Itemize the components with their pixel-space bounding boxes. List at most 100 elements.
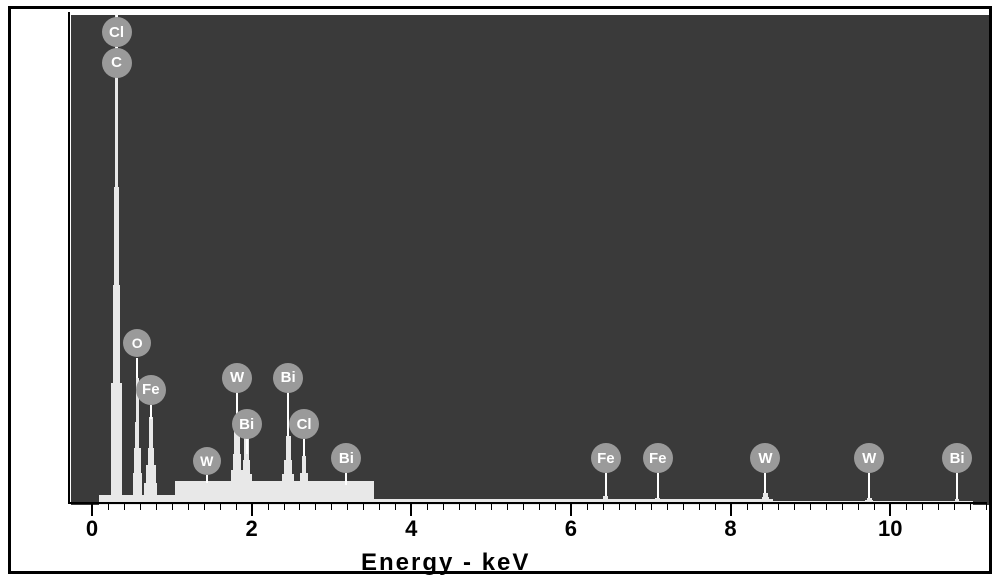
element-marker: W <box>854 443 884 473</box>
x-tick-minor <box>762 502 763 510</box>
element-marker: W <box>193 447 221 475</box>
x-tick-minor <box>443 502 444 510</box>
x-tick-minor <box>858 502 859 510</box>
marker-stem <box>605 473 607 496</box>
x-tick-minor <box>747 502 748 510</box>
element-marker: Bi <box>232 409 262 439</box>
x-tick-minor <box>619 502 620 510</box>
x-tick-minor <box>986 502 987 510</box>
x-tick-minor <box>220 502 221 510</box>
x-tick-minor <box>651 502 652 510</box>
x-axis-title: Energy - keV <box>361 549 530 577</box>
x-tick-minor <box>475 502 476 510</box>
marker-stem <box>303 439 305 456</box>
marker-stem <box>206 475 208 484</box>
element-marker: O <box>123 329 151 357</box>
x-tick-minor <box>299 502 300 510</box>
x-axis-line <box>68 502 986 504</box>
y-axis-line <box>68 12 70 502</box>
x-tick-minor <box>347 502 348 510</box>
x-tick-minor <box>331 502 332 510</box>
element-marker: Fe <box>643 443 673 473</box>
element-marker: Bi <box>331 443 361 473</box>
x-tick-minor <box>635 502 636 510</box>
x-tick-label: 4 <box>405 516 417 542</box>
spectrum-peak <box>115 15 118 505</box>
plot-area: ClCOFeWWBiBiClBiFeFeWWBi <box>71 15 989 505</box>
x-tick-minor <box>363 502 364 510</box>
x-tick-minor <box>108 502 109 510</box>
x-tick-minor <box>539 502 540 510</box>
element-marker: Cl <box>289 409 319 439</box>
marker-stem <box>868 473 870 498</box>
element-marker: Fe <box>591 443 621 473</box>
spectrum-layer <box>71 15 989 505</box>
element-marker: Cl <box>102 17 132 47</box>
x-tick-major <box>91 502 93 516</box>
element-marker: Bi <box>273 363 303 393</box>
x-tick-minor <box>938 502 939 510</box>
x-tick-minor <box>379 502 380 510</box>
marker-stem <box>246 439 248 454</box>
x-tick-minor <box>699 502 700 510</box>
marker-stem <box>136 358 138 378</box>
x-tick-minor <box>683 502 684 510</box>
x-tick-major <box>570 502 572 516</box>
x-tick-label: 2 <box>245 516 257 542</box>
spectrum-peak <box>302 456 307 505</box>
x-tick-minor <box>906 502 907 510</box>
x-tick-label: 8 <box>724 516 736 542</box>
x-tick-minor <box>236 502 237 510</box>
x-tick-minor <box>810 502 811 510</box>
x-tick-label: 0 <box>86 516 98 542</box>
x-tick-minor <box>507 502 508 510</box>
x-tick-minor <box>922 502 923 510</box>
x-tick-minor <box>970 502 971 510</box>
element-marker: Fe <box>136 375 166 405</box>
x-tick-minor <box>315 502 316 510</box>
x-tick-minor <box>188 502 189 510</box>
x-tick-major <box>889 502 891 516</box>
element-marker: W <box>750 443 780 473</box>
marker-stem <box>956 473 958 499</box>
x-tick-minor <box>778 502 779 510</box>
element-marker: W <box>222 363 252 393</box>
x-tick-minor <box>715 502 716 510</box>
x-tick-minor <box>172 502 173 510</box>
x-tick-minor <box>491 502 492 510</box>
x-tick-major <box>251 502 253 516</box>
x-tick-minor <box>204 502 205 510</box>
x-tick-label: 10 <box>878 516 902 542</box>
marker-stem <box>764 473 766 493</box>
element-marker: Bi <box>942 443 972 473</box>
x-tick-minor <box>667 502 668 510</box>
spectrum-peak <box>149 417 153 505</box>
x-tick-minor <box>459 502 460 510</box>
x-tick-minor <box>874 502 875 510</box>
x-tick-major <box>410 502 412 516</box>
x-tick-label: 6 <box>565 516 577 542</box>
x-tick-minor <box>555 502 556 510</box>
x-tick-minor <box>954 502 955 510</box>
x-tick-major <box>730 502 732 516</box>
marker-stem <box>657 473 659 498</box>
x-tick-minor <box>268 502 269 510</box>
x-tick-minor <box>523 502 524 510</box>
x-tick-minor <box>794 502 795 510</box>
x-tick-minor <box>395 502 396 510</box>
x-tick-minor <box>842 502 843 510</box>
x-tick-minor <box>603 502 604 510</box>
x-tick-minor <box>427 502 428 510</box>
marker-stem <box>345 473 347 485</box>
element-marker: C <box>102 48 132 78</box>
x-tick-minor <box>156 502 157 510</box>
spectrum-peak <box>286 436 291 505</box>
x-tick-minor <box>140 502 141 510</box>
x-tick-minor <box>826 502 827 510</box>
x-tick-minor <box>587 502 588 510</box>
x-tick-minor <box>124 502 125 510</box>
marker-stem <box>287 392 289 436</box>
marker-stem <box>150 405 152 420</box>
chart-frame: ClCOFeWWBiBiClBiFeFeWWBi 0246810 Energy … <box>8 6 992 574</box>
x-tick-minor <box>284 502 285 510</box>
